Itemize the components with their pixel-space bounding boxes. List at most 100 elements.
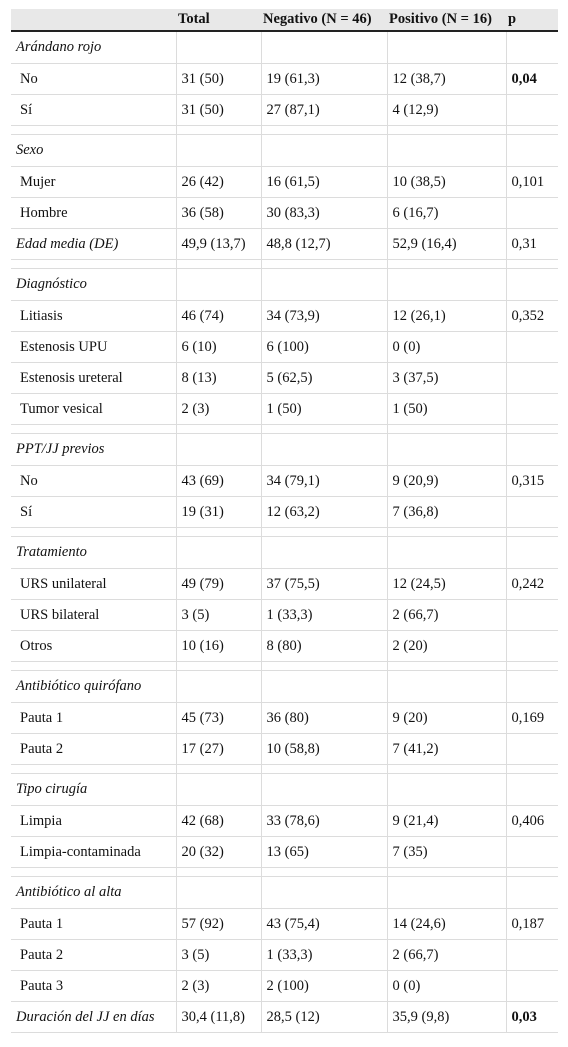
cell-label: Estenosis ureteral (11, 362, 177, 394)
cell-negativo: 6 (100) (261, 331, 388, 363)
cell-p-value (506, 94, 558, 126)
spacer-row (11, 424, 558, 434)
category-row: PPT/JJ previos (11, 433, 558, 466)
cell-p-value: 0,242 (506, 568, 558, 600)
table-row: Edad media (DE) 49,9 (13,7) 48,8 (12,7) 52,… (11, 228, 558, 260)
cell-total: 2 (3) (176, 393, 262, 425)
cell-positivo: 0 (0) (387, 970, 507, 1002)
spacer-cell (176, 259, 262, 269)
cell-p-value: 0,03 (506, 1001, 558, 1033)
cell-negativo: 30 (83,3) (261, 197, 388, 229)
cell-p-value (506, 630, 558, 662)
cell-label: URS unilateral (11, 568, 177, 600)
cell-label: Hombre (11, 197, 177, 229)
spacer-row (11, 527, 558, 537)
empty-cell (261, 876, 388, 909)
empty-cell (506, 268, 558, 301)
spacer-cell (261, 259, 388, 269)
cell-p-value (506, 970, 558, 1002)
empty-cell (387, 670, 507, 703)
table-row: URS unilateral 49 (79) 37 (75,5) 12 (24,5) 0… (11, 568, 558, 600)
cell-positivo: 6 (16,7) (387, 197, 507, 229)
spacer-cell (387, 527, 507, 537)
spacer-cell (261, 527, 388, 537)
cell-positivo: 9 (20,9) (387, 465, 507, 497)
cell-p-value (506, 836, 558, 868)
cell-negativo: 48,8 (12,7) (261, 228, 388, 260)
empty-cell (506, 31, 558, 64)
header-cell-positivo: Positivo (N = 16) (387, 9, 506, 32)
spacer-row (11, 764, 558, 774)
cell-p-value: 0,169 (506, 702, 558, 734)
cell-positivo: 1 (50) (387, 393, 507, 425)
cell-negativo: 34 (79,1) (261, 465, 388, 497)
cell-label: Limpia-contaminada (11, 836, 177, 868)
empty-cell (176, 268, 262, 301)
cell-label: Pauta 3 (11, 970, 177, 1002)
cell-total: 6 (10) (176, 331, 262, 363)
cell-label: Estenosis UPU (11, 331, 177, 363)
empty-cell (387, 134, 507, 167)
empty-cell (261, 536, 388, 569)
header-cell-negativo: Negativo (N = 46) (261, 9, 387, 32)
category-label: Diagnóstico (11, 268, 177, 301)
cell-negativo: 16 (61,5) (261, 166, 388, 198)
spacer-cell (506, 125, 558, 135)
cell-negativo: 37 (75,5) (261, 568, 388, 600)
empty-cell (387, 536, 507, 569)
spacer-cell (506, 661, 558, 671)
spacer-row (11, 661, 558, 671)
table-row: Mujer 26 (42) 16 (61,5) 10 (38,5) 0,101 (11, 166, 558, 198)
empty-cell (176, 536, 262, 569)
cell-total: 31 (50) (176, 94, 262, 126)
spacer-cell (11, 424, 177, 434)
spacer-cell (176, 867, 262, 877)
cell-label: No (11, 63, 177, 95)
spacer-cell (176, 661, 262, 671)
empty-cell (176, 670, 262, 703)
spacer-cell (387, 661, 507, 671)
cell-p-value: 0,352 (506, 300, 558, 332)
cell-label: Pauta 2 (11, 939, 177, 971)
cell-total: 49,9 (13,7) (176, 228, 262, 260)
cell-total: 43 (69) (176, 465, 262, 497)
spacer-cell (11, 764, 177, 774)
cell-p-value (506, 362, 558, 394)
table-row: Pauta 1 57 (92) 43 (75,4) 14 (24,6) 0,187 (11, 908, 558, 940)
cell-negativo: 13 (65) (261, 836, 388, 868)
cell-label: No (11, 465, 177, 497)
table-row: Sí 19 (31) 12 (63,2) 7 (36,8) (11, 496, 558, 528)
spacer-cell (176, 424, 262, 434)
spacer-cell (506, 867, 558, 877)
cell-total: 3 (5) (176, 939, 262, 971)
spacer-cell (387, 125, 507, 135)
empty-cell (176, 134, 262, 167)
table-row: Limpia-contaminada 20 (32) 13 (65) 7 (35) (11, 836, 558, 868)
category-label: Tratamiento (11, 536, 177, 569)
cell-label: Otros (11, 630, 177, 662)
spacer-cell (176, 764, 262, 774)
cell-total: 57 (92) (176, 908, 262, 940)
header-cell-p: p (506, 9, 558, 32)
spacer-cell (176, 527, 262, 537)
spacer-cell (506, 259, 558, 269)
cell-positivo: 2 (66,7) (387, 599, 507, 631)
cell-p-value: 0,04 (506, 63, 558, 95)
table-row: No 31 (50) 19 (61,3) 12 (38,7) 0,04 (11, 63, 558, 95)
spacer-cell (11, 125, 177, 135)
cell-negativo: 36 (80) (261, 702, 388, 734)
cell-p-value: 0,187 (506, 908, 558, 940)
empty-cell (506, 536, 558, 569)
cell-p-value: 0,31 (506, 228, 558, 260)
empty-cell (387, 433, 507, 466)
cell-total: 31 (50) (176, 63, 262, 95)
empty-cell (506, 670, 558, 703)
category-row: Arándano rojo (11, 31, 558, 64)
spacer-cell (387, 867, 507, 877)
cell-positivo: 10 (38,5) (387, 166, 507, 198)
spacer-cell (11, 259, 177, 269)
spacer-row (11, 867, 558, 877)
category-row: Sexo (11, 134, 558, 167)
